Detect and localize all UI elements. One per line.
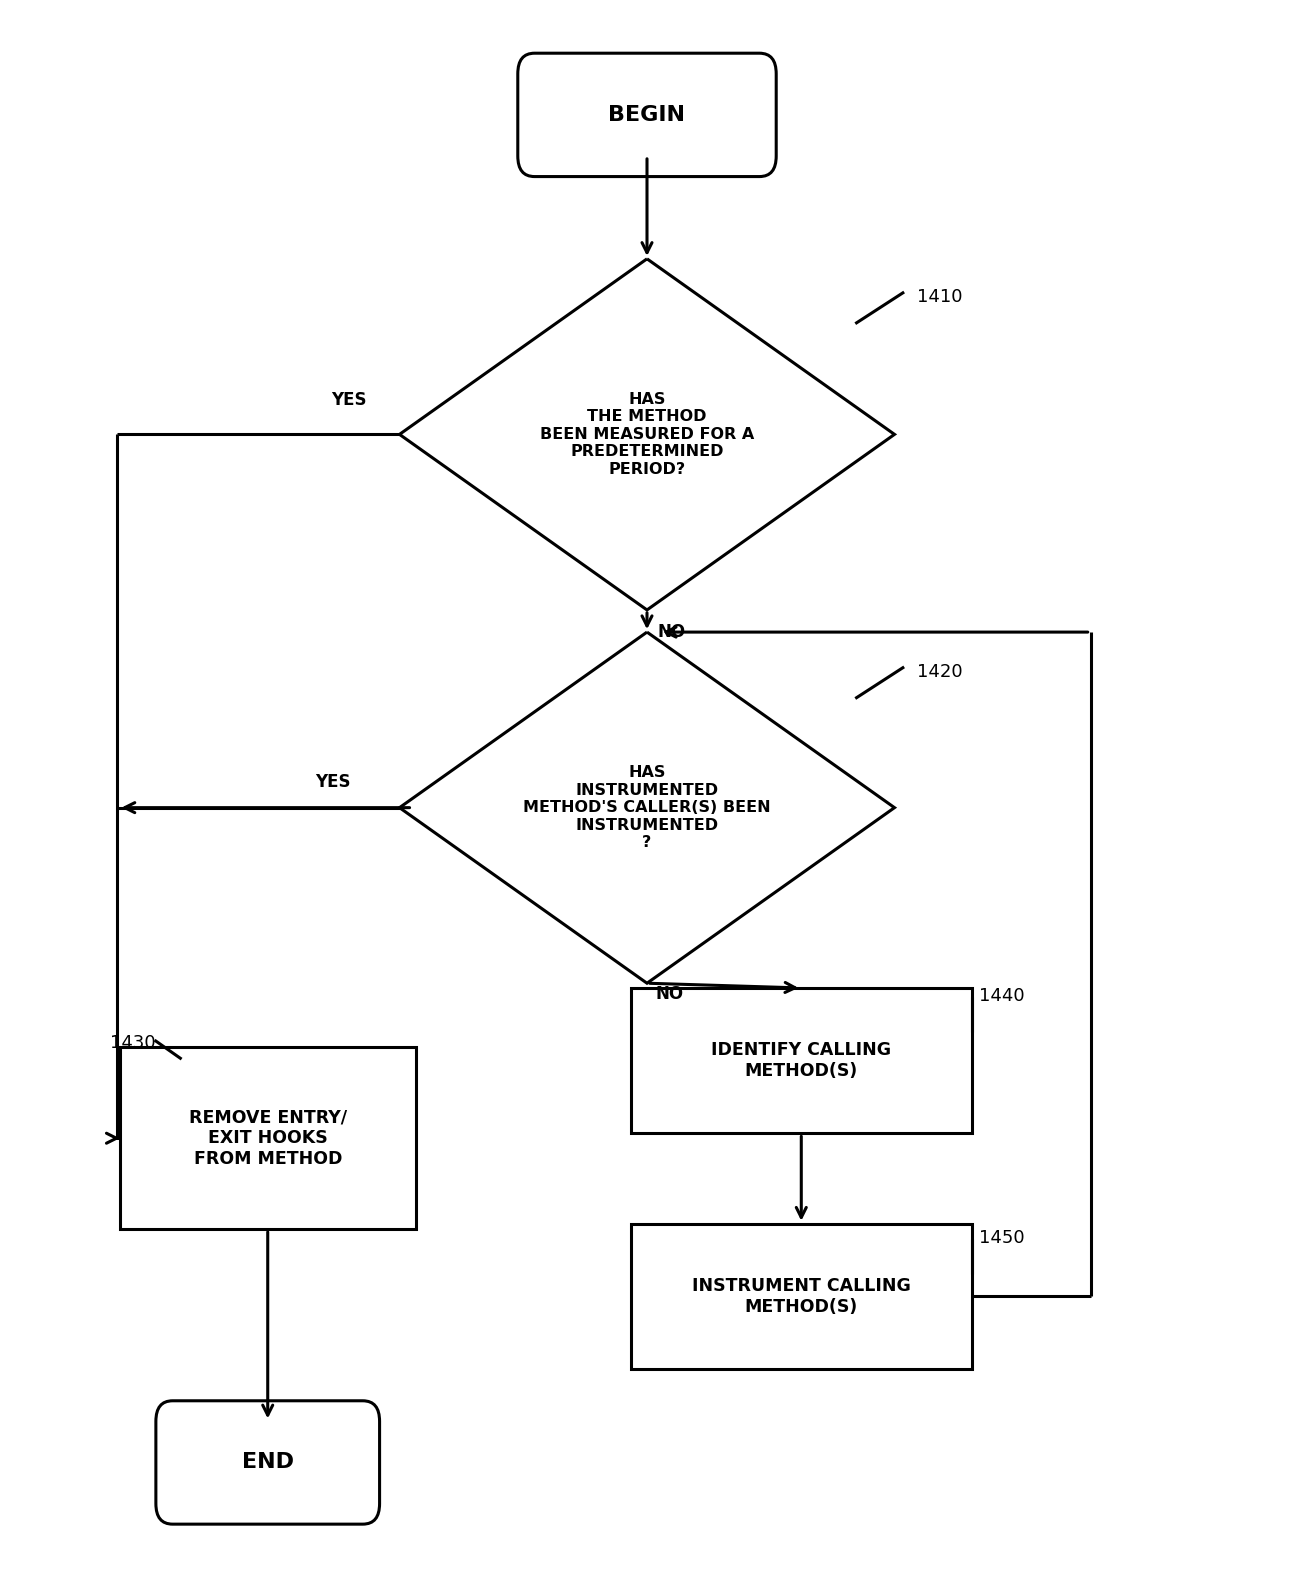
Bar: [631, 1224, 972, 1369]
Text: REMOVE ENTRY/
EXIT HOOKS
FROM METHOD: REMOVE ENTRY/ EXIT HOOKS FROM METHOD: [189, 1108, 347, 1169]
Text: INSTRUMENT CALLING
METHOD(S): INSTRUMENT CALLING METHOD(S): [692, 1277, 911, 1317]
Polygon shape: [400, 633, 894, 983]
Text: 1450: 1450: [978, 1229, 1025, 1247]
FancyBboxPatch shape: [518, 52, 776, 176]
Text: 1420: 1420: [917, 663, 963, 681]
Text: NO: NO: [656, 986, 685, 1003]
Text: END: END: [242, 1452, 294, 1472]
Text: 1410: 1410: [917, 288, 963, 305]
Bar: [120, 1048, 415, 1229]
Text: HAS
THE METHOD
BEEN MEASURED FOR A
PREDETERMINED
PERIOD?: HAS THE METHOD BEEN MEASURED FOR A PREDE…: [540, 393, 754, 477]
Text: YES: YES: [331, 391, 366, 409]
Text: YES: YES: [316, 773, 351, 792]
Text: 1430: 1430: [110, 1035, 155, 1053]
Polygon shape: [400, 259, 894, 611]
Bar: [631, 987, 972, 1134]
Text: BEGIN: BEGIN: [608, 105, 686, 126]
Text: IDENTIFY CALLING
METHOD(S): IDENTIFY CALLING METHOD(S): [712, 1041, 892, 1080]
FancyBboxPatch shape: [155, 1401, 379, 1525]
Text: NO: NO: [657, 623, 686, 641]
Text: HAS
INSTRUMENTED
METHOD'S CALLER(S) BEEN
INSTRUMENTED
?: HAS INSTRUMENTED METHOD'S CALLER(S) BEEN…: [523, 765, 771, 851]
Text: 1440: 1440: [978, 987, 1025, 1005]
